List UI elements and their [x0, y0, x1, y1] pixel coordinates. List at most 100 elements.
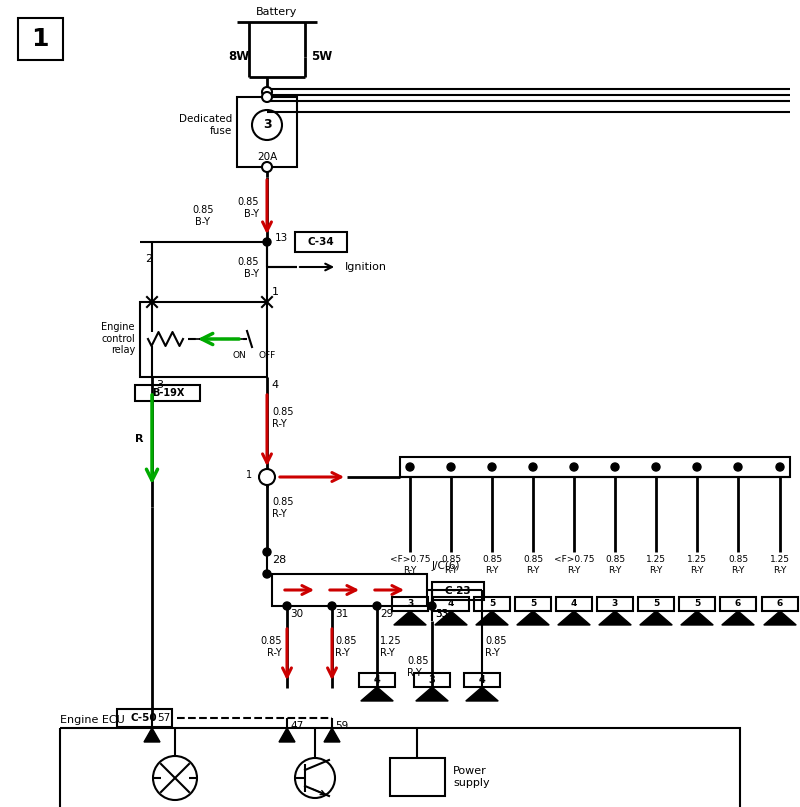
Bar	[638, 597, 674, 611]
Circle shape	[283, 602, 291, 610]
Text: 4: 4	[478, 675, 486, 685]
Text: 1.25
R-Y: 1.25 R-Y	[770, 555, 790, 575]
Text: 3: 3	[612, 600, 618, 608]
Text: 1: 1	[272, 287, 279, 297]
Polygon shape	[476, 611, 508, 625]
Polygon shape	[324, 728, 340, 742]
Text: 28: 28	[272, 555, 286, 565]
Text: 3: 3	[262, 119, 271, 132]
Circle shape	[262, 87, 272, 97]
Text: 13: 13	[275, 233, 288, 243]
Text: 5: 5	[694, 600, 700, 608]
Polygon shape	[435, 611, 467, 625]
Bar	[679, 597, 715, 611]
Circle shape	[428, 602, 436, 610]
Bar	[720, 597, 756, 611]
Text: 6: 6	[735, 600, 741, 608]
Text: 3: 3	[156, 380, 163, 390]
Text: 59: 59	[335, 721, 348, 731]
Text: OFF: OFF	[258, 351, 276, 360]
Bar	[390, 758, 445, 796]
Text: 5: 5	[653, 600, 659, 608]
Bar	[474, 597, 510, 611]
Text: Engine ECU: Engine ECU	[60, 715, 125, 725]
Bar	[432, 582, 484, 600]
Text: 3: 3	[429, 675, 435, 685]
Polygon shape	[361, 687, 394, 701]
Text: 47: 47	[290, 721, 303, 731]
Bar	[597, 597, 633, 611]
Bar	[515, 597, 551, 611]
Text: C-34: C-34	[308, 237, 334, 247]
Bar	[433, 597, 469, 611]
Bar	[556, 597, 592, 611]
Bar	[117, 709, 172, 727]
Text: <F>0.75
R-Y: <F>0.75 R-Y	[554, 555, 594, 575]
Circle shape	[529, 463, 537, 471]
Text: 30: 30	[290, 609, 303, 619]
Text: 0.85
R-Y: 0.85 R-Y	[441, 555, 461, 575]
Circle shape	[652, 463, 660, 471]
Text: 4: 4	[374, 675, 380, 685]
Text: 0.85
R-Y: 0.85 R-Y	[482, 555, 502, 575]
Circle shape	[263, 238, 271, 246]
Text: R: R	[135, 434, 144, 444]
Bar	[414, 673, 450, 687]
Text: Battery: Battery	[256, 7, 298, 17]
Text: Engine
control
relay: Engine control relay	[102, 322, 135, 355]
Polygon shape	[279, 728, 295, 742]
Text: C-23: C-23	[445, 586, 471, 596]
Text: 5W: 5W	[311, 51, 333, 64]
Text: Ignition: Ignition	[345, 262, 387, 272]
Text: ON: ON	[232, 351, 246, 360]
Circle shape	[734, 463, 742, 471]
Text: 1: 1	[246, 470, 252, 480]
Text: 29: 29	[380, 609, 394, 619]
Text: J/C(6): J/C(6)	[432, 561, 461, 571]
Text: 5: 5	[489, 600, 495, 608]
Polygon shape	[517, 611, 550, 625]
Text: 5: 5	[530, 600, 536, 608]
Bar	[400, 457, 790, 477]
Circle shape	[776, 463, 784, 471]
Text: 0.85
R-Y: 0.85 R-Y	[261, 636, 282, 658]
Text: 8W: 8W	[228, 51, 250, 64]
Text: Power
supply: Power supply	[453, 766, 490, 788]
Text: C-50: C-50	[130, 713, 158, 723]
Bar	[18, 18, 63, 60]
Text: 2: 2	[145, 254, 152, 264]
Text: 1.25
R-Y: 1.25 R-Y	[687, 555, 707, 575]
Circle shape	[611, 463, 619, 471]
Text: 4: 4	[271, 380, 278, 390]
Text: 0.85
R-Y: 0.85 R-Y	[272, 497, 294, 519]
Text: 20A: 20A	[257, 152, 277, 162]
Text: 33: 33	[435, 609, 448, 619]
Text: 0.85
B-Y: 0.85 B-Y	[238, 197, 259, 219]
Text: 1: 1	[31, 27, 49, 51]
Bar	[237, 97, 297, 167]
Circle shape	[328, 602, 336, 610]
Circle shape	[373, 602, 381, 610]
Text: 33: 33	[435, 609, 448, 619]
Text: 0.85
R-Y: 0.85 R-Y	[272, 407, 294, 429]
Text: 31: 31	[335, 609, 348, 619]
Circle shape	[570, 463, 578, 471]
Bar	[359, 673, 395, 687]
Text: 0.85
R-Y: 0.85 R-Y	[523, 555, 543, 575]
Text: Dedicated
fuse: Dedicated fuse	[178, 115, 232, 136]
Polygon shape	[722, 611, 754, 625]
Polygon shape	[558, 611, 590, 625]
Text: 4: 4	[571, 600, 577, 608]
Bar	[464, 673, 500, 687]
Text: 1.25
R-Y: 1.25 R-Y	[646, 555, 666, 575]
Circle shape	[263, 570, 271, 578]
Polygon shape	[144, 728, 160, 742]
Text: 57: 57	[157, 713, 170, 723]
Text: B-19X: B-19X	[152, 388, 184, 398]
Text: 1.25
R-Y: 1.25 R-Y	[380, 636, 402, 658]
Bar	[762, 597, 798, 611]
Text: 0.85
R-Y: 0.85 R-Y	[335, 636, 357, 658]
Text: 0.85
R-Y: 0.85 R-Y	[605, 555, 625, 575]
Bar	[392, 597, 428, 611]
Polygon shape	[416, 687, 448, 701]
